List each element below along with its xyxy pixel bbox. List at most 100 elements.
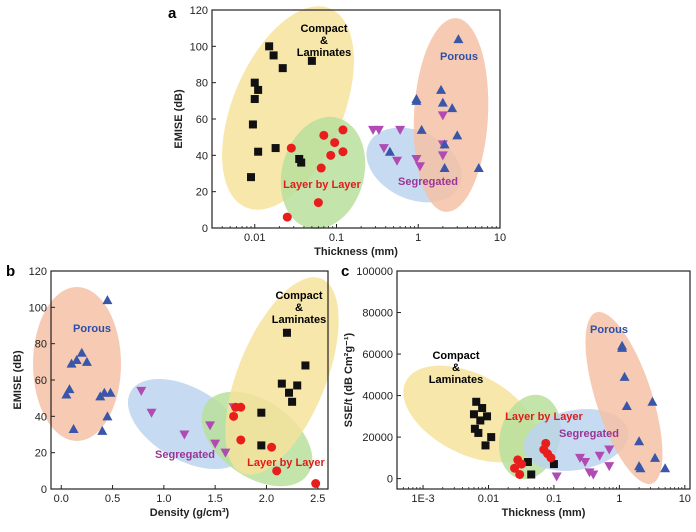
data-point-segregated bbox=[594, 451, 605, 461]
ellipse-layer-by-layer bbox=[280, 116, 366, 230]
data-point-compact bbox=[288, 397, 297, 406]
data-point-porous bbox=[416, 124, 427, 134]
data-point-layer bbox=[282, 212, 292, 222]
data-point-porous bbox=[621, 400, 632, 410]
data-point-layer bbox=[313, 198, 323, 208]
x-tick-label: 1 bbox=[616, 493, 622, 505]
data-point-layer bbox=[515, 469, 525, 479]
data-point-segregated bbox=[378, 144, 389, 154]
data-point-segregated bbox=[604, 462, 615, 472]
data-point-compact bbox=[472, 397, 481, 406]
group-labels-panel-c: Compact&Laminates Layer by Layer Segregate… bbox=[429, 324, 628, 440]
y-axis-title: EMISE (dB) bbox=[12, 350, 24, 410]
data-point-compact bbox=[481, 441, 490, 450]
data-point-porous bbox=[102, 295, 113, 305]
data-point-compact bbox=[293, 381, 302, 390]
data-point-layer bbox=[236, 435, 246, 445]
data-point-porous bbox=[439, 139, 450, 149]
data-point-porous bbox=[634, 436, 645, 446]
group-label: Segregated bbox=[559, 428, 619, 440]
data-point-segregated bbox=[580, 458, 591, 468]
data-point-layer bbox=[286, 143, 296, 153]
y-tick-label: 40 bbox=[196, 150, 208, 162]
x-tick-label: 0.5 bbox=[105, 493, 120, 505]
data-point-compact bbox=[278, 64, 287, 73]
data-point-layer bbox=[319, 130, 329, 140]
data-point-layer bbox=[330, 138, 340, 148]
data-point-porous bbox=[617, 342, 628, 352]
data-point-layer bbox=[338, 125, 348, 135]
data-point-compact bbox=[250, 95, 259, 104]
data-point-compact bbox=[282, 328, 291, 337]
data-point-compact bbox=[474, 428, 483, 437]
data-point-porous bbox=[384, 146, 395, 156]
data-point-layer bbox=[229, 411, 239, 421]
group-label: Compact bbox=[432, 350, 479, 362]
series-panel-b bbox=[61, 295, 321, 489]
data-point-porous bbox=[660, 463, 671, 473]
y-tick-label: 100 bbox=[190, 41, 208, 53]
data-point-compact bbox=[301, 361, 310, 370]
x-tick-label: 0.1 bbox=[546, 493, 561, 505]
series-panel-a bbox=[247, 34, 484, 222]
data-point-segregated bbox=[411, 154, 422, 164]
y-tick-label: 20000 bbox=[362, 432, 393, 444]
y-tick-label: 40 bbox=[35, 411, 47, 423]
x-tick-label: 10 bbox=[494, 232, 506, 244]
data-point-porous bbox=[76, 347, 87, 357]
data-point-porous bbox=[102, 411, 113, 421]
data-point-compact bbox=[254, 85, 263, 94]
data-point-segregated bbox=[551, 472, 562, 482]
data-point-segregated bbox=[210, 439, 221, 449]
x-axis-title: Thickness (mm) bbox=[502, 507, 586, 519]
data-point-compact bbox=[247, 173, 256, 182]
data-point-layer bbox=[326, 150, 336, 160]
axes-panel-b: 0 20 40 60 80 100 120 0.0 0.5 1.0 1.5 2.0 2.5 Density… bbox=[12, 266, 329, 519]
data-point-porous bbox=[411, 95, 422, 105]
panel-c-ellipses bbox=[403, 311, 663, 485]
data-point-compact bbox=[269, 51, 278, 60]
panel-a: a 0 20 40 60 80 100 120 0.01 0.1 1 10 Thickness (mm… bbox=[168, 5, 506, 258]
data-point-segregated bbox=[414, 162, 425, 172]
data-point-compact bbox=[297, 158, 306, 167]
x-tick-label: 0.01 bbox=[244, 232, 265, 244]
data-point-compact bbox=[476, 416, 485, 425]
panel-a-ellipses bbox=[222, 6, 489, 230]
y-tick-label: 0 bbox=[387, 474, 393, 486]
group-label: Laminates bbox=[272, 314, 326, 326]
group-label: Layer by Layer bbox=[505, 411, 583, 423]
data-point-segregated bbox=[588, 470, 599, 480]
data-point-porous bbox=[71, 355, 82, 365]
data-point-porous bbox=[64, 384, 75, 394]
group-label: Laminates bbox=[429, 374, 483, 386]
data-point-compact bbox=[469, 410, 478, 419]
data-point-porous bbox=[452, 130, 463, 140]
y-tick-label: 60 bbox=[35, 375, 47, 387]
y-tick-label: 0 bbox=[202, 223, 208, 235]
data-point-layer bbox=[236, 402, 246, 412]
x-tick-label: 0.01 bbox=[478, 493, 499, 505]
data-point-porous bbox=[61, 389, 72, 399]
y-tick-label: 120 bbox=[190, 5, 208, 17]
y-tick-label: 100000 bbox=[356, 266, 393, 278]
group-label: Segregated bbox=[398, 176, 458, 188]
data-point-layer bbox=[316, 163, 326, 173]
data-point-compact bbox=[248, 120, 257, 129]
y-tick-label: 0 bbox=[41, 484, 47, 496]
y-axis-title: SSE/t (dB Cm²g⁻¹) bbox=[343, 332, 355, 427]
data-point-compact bbox=[487, 433, 496, 442]
data-point-layer bbox=[546, 453, 556, 463]
ellipse-compact bbox=[225, 277, 339, 475]
data-point-porous bbox=[439, 163, 450, 173]
data-point-porous bbox=[436, 84, 447, 94]
x-tick-label: 1.5 bbox=[207, 493, 222, 505]
data-point-segregated bbox=[220, 448, 231, 458]
data-point-segregated bbox=[437, 111, 448, 121]
data-point-porous bbox=[97, 425, 108, 435]
data-point-porous bbox=[619, 371, 630, 381]
x-tick-label: 2.0 bbox=[259, 493, 274, 505]
panel-label-c: c bbox=[341, 263, 349, 280]
data-point-porous bbox=[66, 358, 77, 368]
data-point-segregated bbox=[392, 156, 403, 166]
data-point-porous bbox=[453, 34, 464, 44]
